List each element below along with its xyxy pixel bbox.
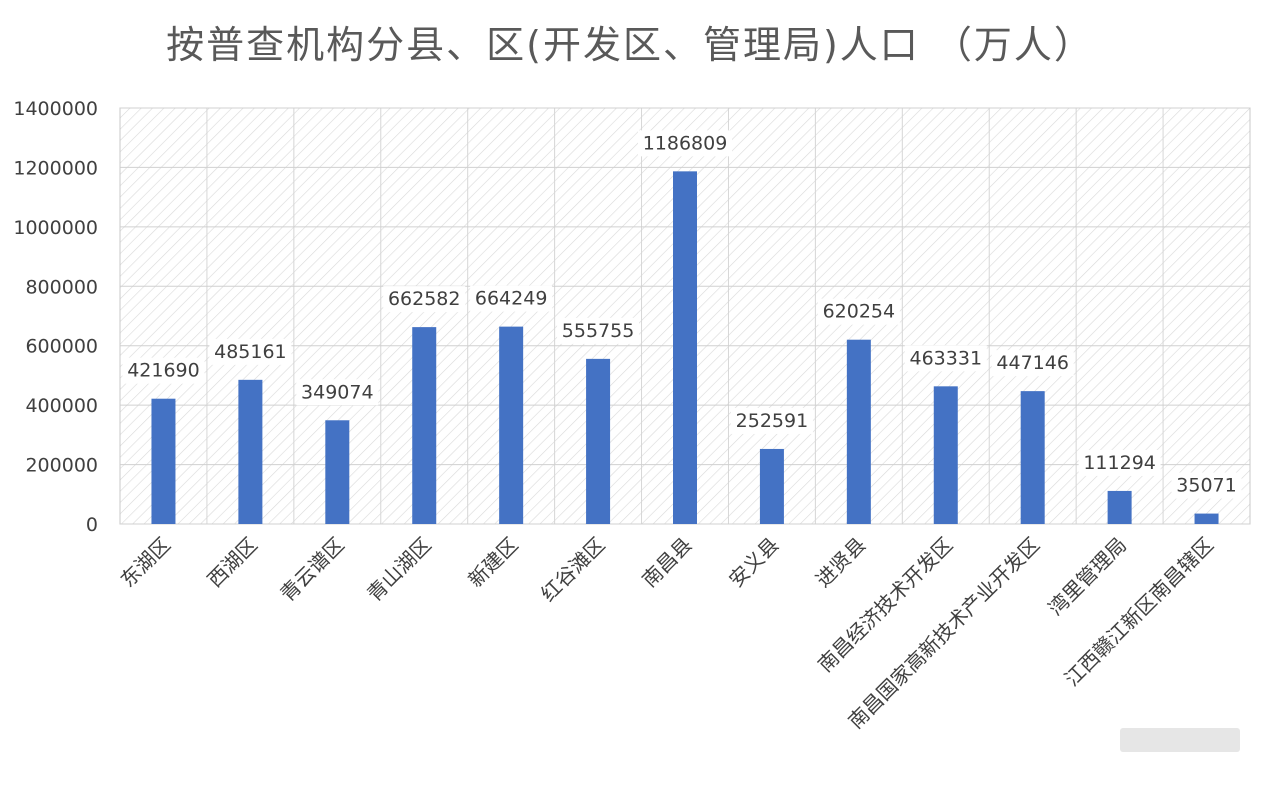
chart-title: 按普查机构分县、区(开发区、管理局)人口 （万人） — [166, 23, 1094, 67]
data-label-background — [1078, 449, 1161, 476]
data-label: 485161 — [214, 341, 287, 363]
data-label-background — [991, 350, 1074, 377]
y-axis: 0 200000 400000 600000 800000 1000000 1200000 1… — [13, 98, 98, 536]
data-label: 555755 — [562, 320, 635, 342]
data-label: 421690 — [127, 360, 200, 382]
bar — [238, 379, 263, 524]
x-axis: 东湖区 西湖区 青云谱区 青山湖区 新建区 红谷滩区 南昌县 安义县 进贤县南昌经济技术开发区南… — [116, 533, 1218, 734]
data-label-background — [817, 298, 900, 325]
data-label-background — [1171, 472, 1242, 499]
data-label-background — [730, 407, 813, 434]
y-tick-label: 1200000 — [13, 157, 98, 179]
y-tick-label: 800000 — [25, 276, 98, 298]
bar — [1107, 490, 1132, 524]
data-label: 664249 — [475, 288, 548, 310]
data-label-background — [296, 379, 379, 406]
x-tick-label: 红谷滩区 — [536, 533, 610, 607]
x-tick-label: 青云谱区 — [275, 533, 349, 607]
bar — [1194, 513, 1219, 524]
data-label-background — [557, 317, 640, 344]
data-label: 252591 — [736, 410, 809, 432]
bars — [151, 171, 1219, 524]
bar — [412, 327, 437, 524]
data-label-background — [904, 345, 987, 372]
x-tick-label: 东湖区 — [116, 533, 175, 592]
x-tick-label: 进贤县 — [811, 533, 870, 592]
bar — [499, 326, 524, 524]
data-label: 620254 — [823, 301, 896, 323]
y-tick-label: 1000000 — [13, 217, 98, 239]
y-tick-label: 0 — [86, 514, 98, 536]
data-label: 662582 — [388, 288, 461, 310]
data-labels: 421690 485161 349074 662582 664249 555755 1186… — [122, 130, 1242, 499]
bar — [325, 420, 350, 524]
data-label: 111294 — [1083, 452, 1156, 474]
x-tick-label: 南昌县 — [637, 533, 696, 592]
data-label: 447146 — [996, 352, 1069, 374]
data-label: 35071 — [1176, 475, 1236, 497]
data-label: 1186809 — [643, 132, 728, 154]
bar — [933, 386, 958, 524]
x-tick-label: 西湖区 — [203, 533, 262, 592]
bar — [673, 171, 697, 524]
watermark-blur — [1120, 728, 1240, 752]
bar — [586, 358, 611, 524]
x-tick-label: 江西赣江新区南昌辖区 — [1060, 533, 1218, 691]
y-tick-label: 200000 — [25, 455, 98, 477]
data-label-background — [122, 357, 205, 384]
x-tick-label: 青山湖区 — [362, 533, 436, 607]
y-tick-label: 600000 — [25, 336, 98, 358]
x-tick-label: 新建区 — [463, 533, 522, 592]
y-tick-label: 400000 — [25, 395, 98, 417]
bar — [759, 448, 784, 524]
data-label: 463331 — [910, 347, 983, 369]
data-label-background — [383, 286, 466, 313]
bar — [846, 339, 871, 524]
data-label-background — [638, 130, 732, 157]
data-label-background — [209, 338, 292, 365]
data-label-background — [470, 285, 553, 312]
bar — [151, 398, 176, 524]
x-tick-label: 湾里管理局 — [1043, 533, 1131, 621]
bar — [1020, 391, 1045, 524]
y-tick-label: 1400000 — [13, 98, 98, 120]
x-tick-label: 安义县 — [724, 533, 783, 592]
data-label: 349074 — [301, 381, 374, 403]
